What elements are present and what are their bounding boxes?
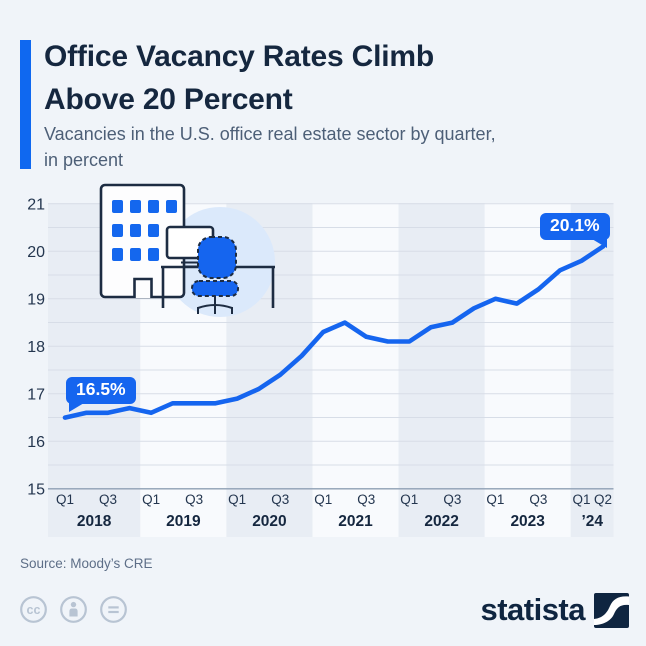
statista-wordmark: statista xyxy=(480,592,585,627)
page-subtitle: Vacancies in the U.S. office real estate… xyxy=(44,121,496,173)
office-chair-icon xyxy=(191,236,239,314)
svg-text:21: 21 xyxy=(27,196,45,213)
svg-text:Q1: Q1 xyxy=(56,492,74,507)
svg-text:Q3: Q3 xyxy=(185,492,203,507)
svg-text:2022: 2022 xyxy=(424,513,458,530)
building-door xyxy=(133,277,153,298)
svg-text:’24: ’24 xyxy=(581,513,603,530)
statista-logo-mark xyxy=(594,592,629,628)
svg-text:Q1: Q1 xyxy=(228,492,246,507)
no-derivatives-icon[interactable] xyxy=(99,595,128,624)
svg-text:Q3: Q3 xyxy=(357,492,375,507)
svg-text:Q3: Q3 xyxy=(271,492,289,507)
end-value-badge: 20.1% xyxy=(540,213,610,248)
page-title: Office Vacancy Rates Climb Above 20 Perc… xyxy=(44,35,434,121)
svg-text:Q2: Q2 xyxy=(594,492,612,507)
svg-text:Q1: Q1 xyxy=(486,492,504,507)
office-illustration xyxy=(99,183,275,317)
svg-text:Q3: Q3 xyxy=(443,492,461,507)
svg-text:16: 16 xyxy=(27,434,45,451)
statista-logo[interactable]: statista xyxy=(480,592,629,628)
svg-text:19: 19 xyxy=(27,291,45,308)
svg-text:Q1: Q1 xyxy=(572,492,590,507)
svg-text:cc: cc xyxy=(27,603,41,617)
title-line-2: Above 20 Percent xyxy=(44,83,293,116)
svg-text:2020: 2020 xyxy=(252,513,286,530)
subtitle-line-2: in percent xyxy=(44,150,124,170)
start-value-badge: 16.5% xyxy=(66,377,136,412)
svg-text:Q3: Q3 xyxy=(99,492,117,507)
attribution-icon[interactable] xyxy=(59,595,88,624)
svg-text:18: 18 xyxy=(27,339,45,356)
cc-icon[interactable]: cc xyxy=(19,595,48,624)
title-line-1: Office Vacancy Rates Climb xyxy=(44,40,434,73)
svg-text:15: 15 xyxy=(27,481,45,498)
svg-text:2021: 2021 xyxy=(338,513,373,530)
source-label: Source: Moody’s CRE xyxy=(20,556,153,571)
svg-text:Q1: Q1 xyxy=(400,492,418,507)
subtitle-line-1: Vacancies in the U.S. office real estate… xyxy=(44,124,496,144)
svg-text:Q1: Q1 xyxy=(142,492,160,507)
svg-text:Q1: Q1 xyxy=(314,492,332,507)
svg-text:2018: 2018 xyxy=(77,513,112,530)
title-accent-bar xyxy=(20,40,31,169)
svg-text:17: 17 xyxy=(27,386,45,403)
svg-text:2019: 2019 xyxy=(166,513,201,530)
svg-text:20: 20 xyxy=(27,244,45,261)
svg-text:Q3: Q3 xyxy=(529,492,547,507)
svg-text:2023: 2023 xyxy=(510,513,545,530)
license-icons: cc xyxy=(19,595,128,624)
building-windows xyxy=(112,200,177,261)
